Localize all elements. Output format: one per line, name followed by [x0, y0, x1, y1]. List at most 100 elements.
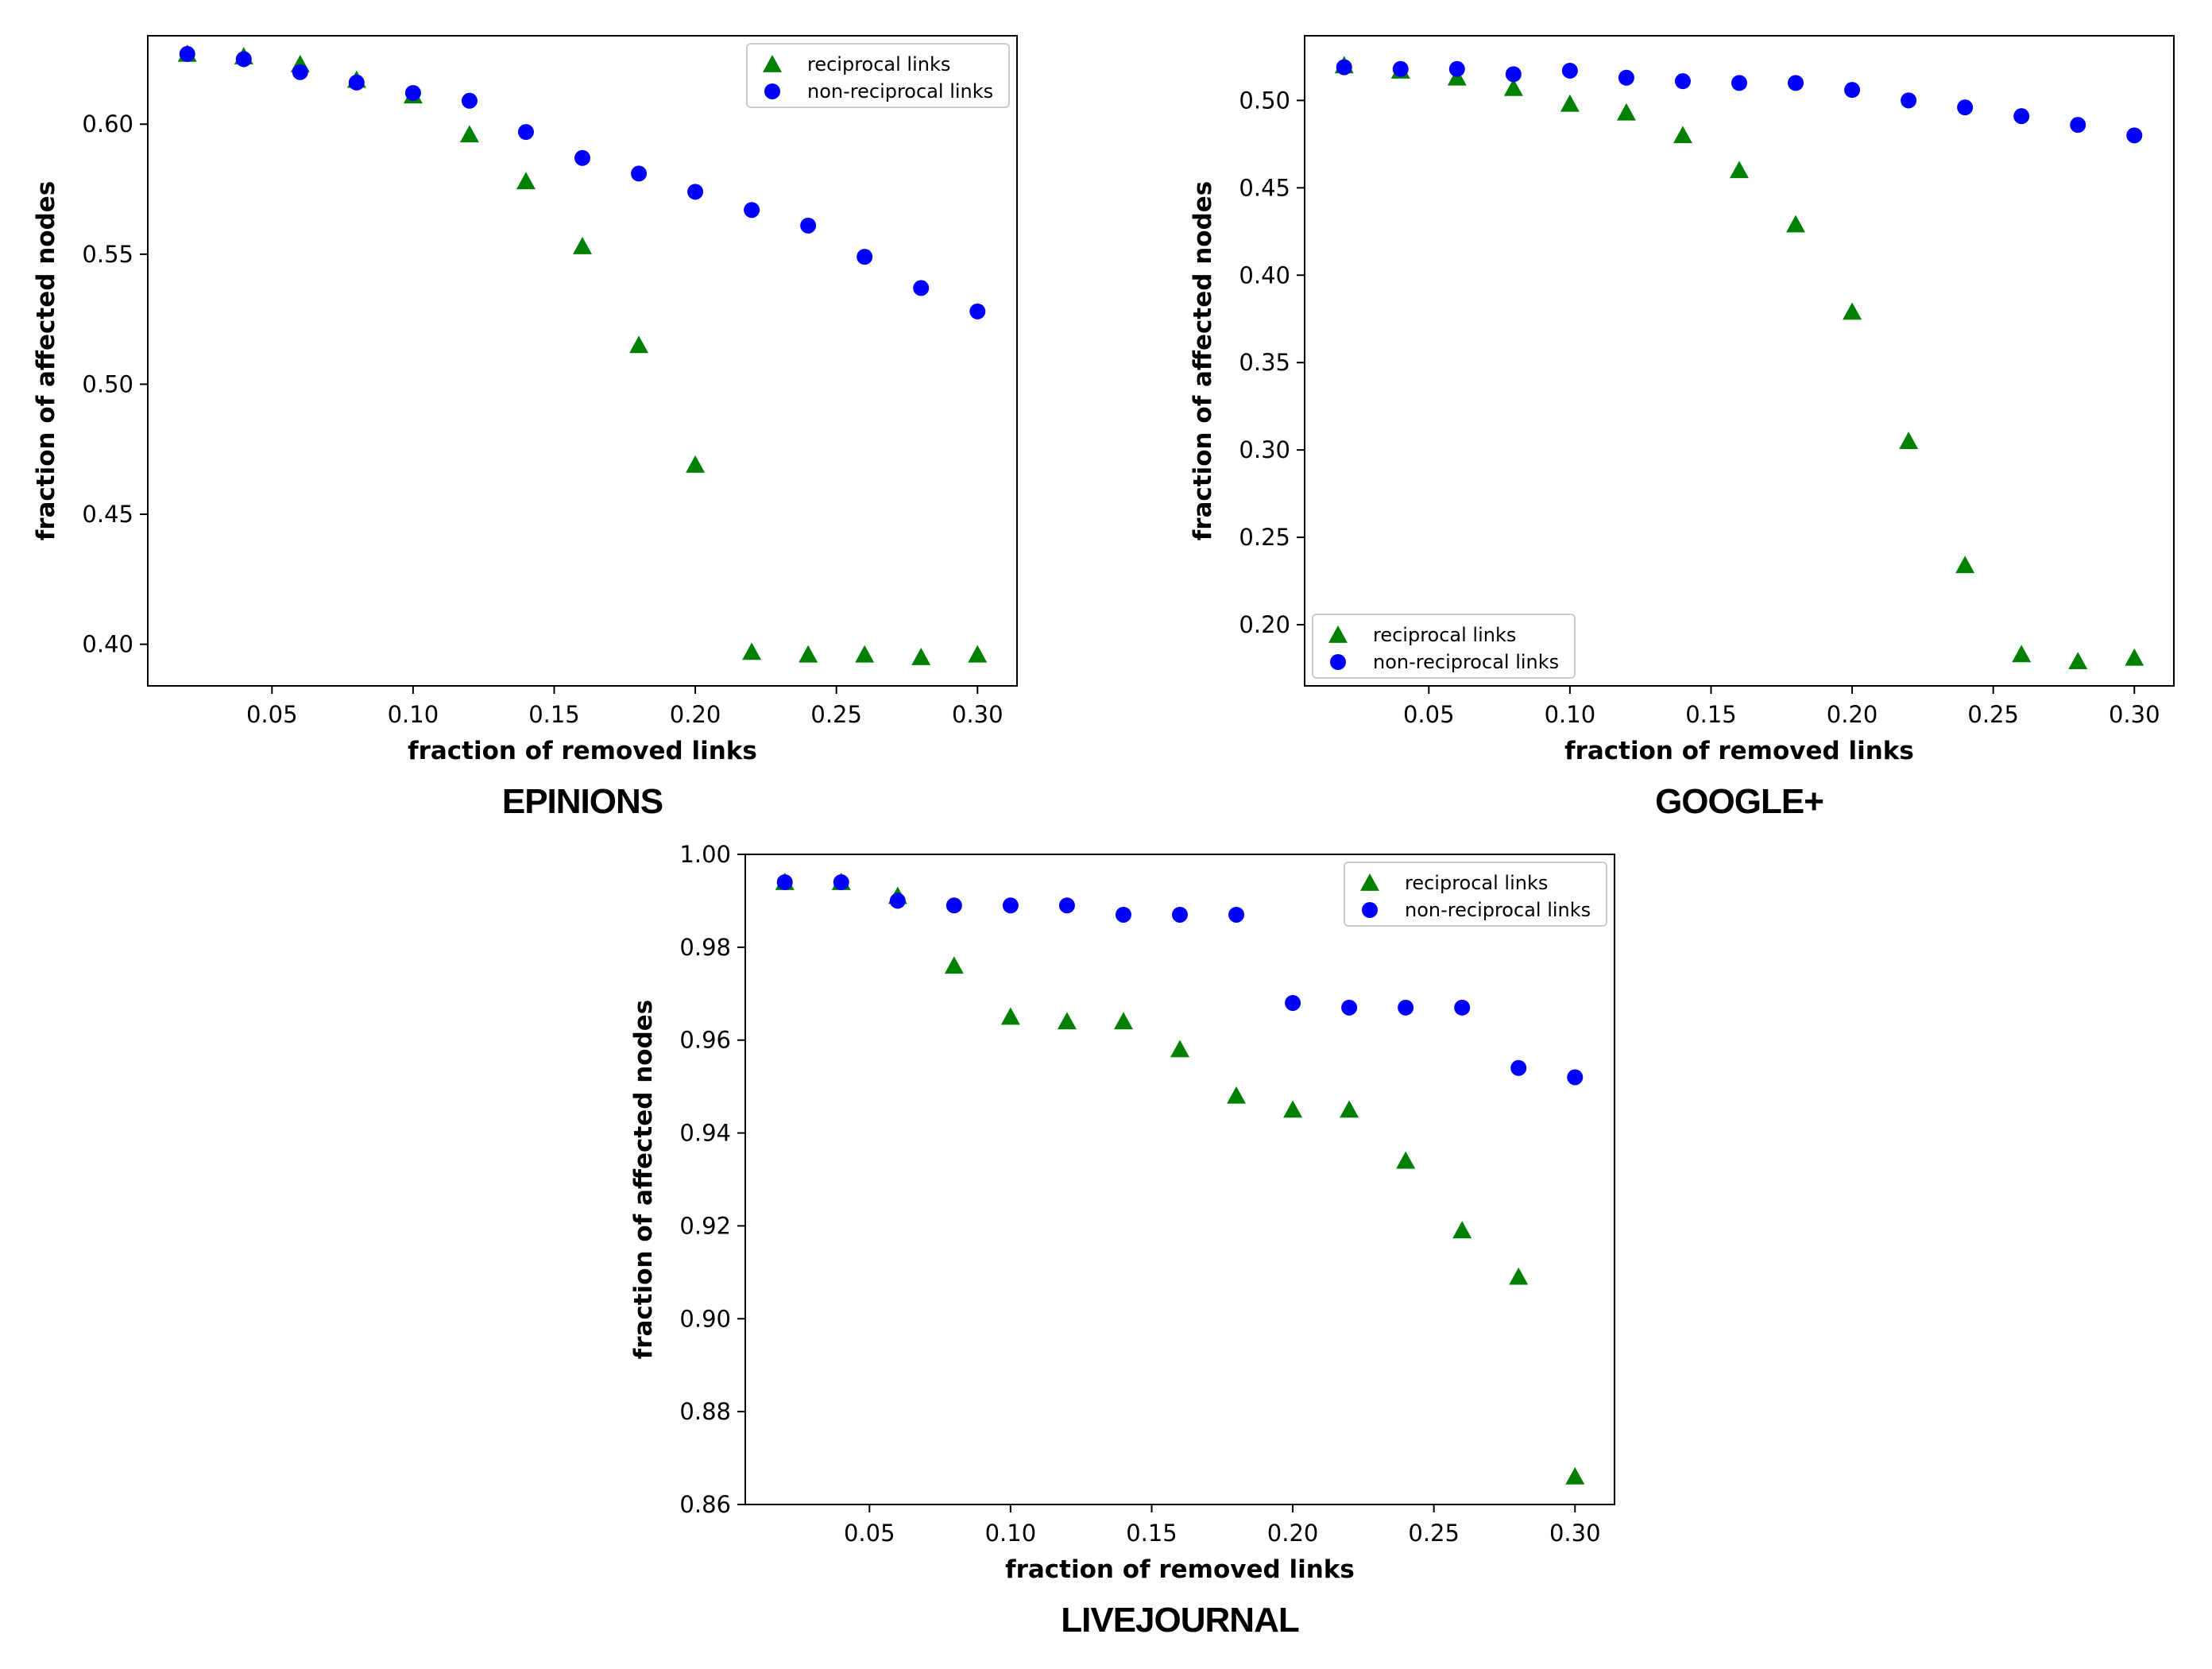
reciprocal-point: [1227, 1086, 1247, 1104]
reciprocal-point: [1899, 432, 1919, 449]
reciprocal-point: [1170, 1040, 1189, 1058]
y-tick-label: 0.45: [1239, 174, 1290, 201]
non-reciprocal-point: [1172, 906, 1188, 923]
y-tick-label: 0.45: [82, 501, 133, 528]
non-reciprocal-point: [1510, 1059, 1527, 1076]
x-tick-label: 0.10: [1545, 701, 1596, 728]
x-tick-label: 0.05: [844, 1520, 895, 1547]
reciprocal-point: [1283, 1100, 1303, 1118]
reciprocal-point: [799, 645, 818, 663]
x-tick-label: 0.15: [1685, 701, 1737, 728]
reciprocal-point: [2068, 652, 2088, 670]
x-tick-label: 0.30: [952, 701, 1004, 728]
x-tick-label: 0.10: [985, 1520, 1037, 1547]
non-reciprocal-point: [517, 124, 534, 141]
y-tick-label: 0.88: [679, 1398, 731, 1425]
y-tick-label: 0.35: [1239, 349, 1290, 376]
y-tick-label: 0.20: [1239, 611, 1290, 638]
reciprocal-point: [855, 645, 875, 663]
non-reciprocal-point: [1336, 59, 1352, 76]
chart-panel-epinions: 0.05 0.10 0.15 0.20 0.25 0.30 0.40 0.45 0.50 0.55…: [32, 35, 1018, 821]
reciprocal-point: [459, 125, 479, 143]
legend-box: [1344, 862, 1607, 927]
non-reciprocal-point: [913, 280, 930, 296]
x-tick-label: 0.20: [670, 701, 721, 728]
reciprocal-point: [1452, 1221, 1472, 1239]
chart-panel-livejournal: 0.05 0.10 0.15 0.20 0.25 0.30 0.86 0.88 0.90 0.92…: [629, 841, 1615, 1640]
legend: reciprocal links non-reciprocal links: [1312, 614, 1576, 679]
non-reciprocal-point: [1561, 62, 1578, 79]
non-reciprocal-point: [946, 897, 962, 914]
panel-title: LIVEJOURNAL: [1061, 1601, 1299, 1640]
non-reciprocal-point: [857, 249, 873, 265]
reciprocal-point: [944, 956, 964, 974]
x-tick-label: 0.20: [1267, 1520, 1319, 1547]
y-tick-label: 1.00: [679, 841, 731, 868]
legend-label: non-reciprocal links: [1373, 651, 1559, 673]
non-reciprocal-point: [969, 303, 986, 319]
y-axis-label: fraction of affected nodes: [32, 181, 60, 541]
reciprocal-point: [1113, 1012, 1133, 1030]
non-reciprocal-point: [1731, 75, 1747, 91]
reciprocal-point: [1565, 1466, 1585, 1485]
legend-circle-icon: [1362, 902, 1378, 918]
legend: reciprocal links non-reciprocal links: [746, 43, 1010, 108]
legend-label: non-reciprocal links: [807, 80, 993, 103]
non-reciprocal-point: [1228, 906, 1245, 923]
reciprocal-point: [911, 648, 931, 665]
x-tick-label: 0.05: [246, 701, 298, 728]
y-tick-label: 0.96: [679, 1027, 731, 1054]
non-reciprocal-point: [1844, 82, 1861, 99]
legend-box: [746, 43, 1010, 108]
x-tick-label: 0.15: [528, 701, 580, 728]
non-reciprocal-point: [292, 64, 308, 80]
reciprocal-point: [1786, 215, 1806, 233]
non-reciprocal-point: [1058, 897, 1075, 914]
x-tick-label: 0.25: [810, 701, 862, 728]
legend-label: reciprocal links: [1373, 624, 1516, 646]
reciprocal-point: [1560, 94, 1580, 112]
reciprocal-point: [1843, 302, 1862, 320]
y-tick-label: 0.92: [679, 1212, 731, 1239]
plot-frame: [147, 35, 1018, 687]
reciprocal-point: [1503, 78, 1523, 96]
non-reciprocal-point: [461, 92, 478, 109]
y-tick-label: 0.50: [82, 370, 133, 397]
reciprocal-point: [1340, 1100, 1359, 1118]
plot-frame: [744, 854, 1615, 1505]
non-reciprocal-point: [1392, 60, 1409, 77]
y-tick-label: 0.40: [82, 631, 133, 658]
reciprocal-point: [1616, 103, 1636, 121]
non-reciprocal-point: [1448, 60, 1465, 77]
legend-box: [1312, 614, 1576, 679]
reciprocal-point: [1000, 1007, 1020, 1025]
reciprocal-point: [1673, 126, 1692, 144]
y-tick-label: 0.86: [679, 1491, 731, 1518]
non-reciprocal-point: [687, 184, 704, 200]
chart-panel-googleplus: 0.05 0.10 0.15 0.20 0.25 0.30 0.20 0.25 0.30 0.35…: [1189, 35, 2175, 821]
panel-title: EPINIONS: [502, 782, 663, 821]
y-tick-label: 0.30: [1239, 436, 1290, 463]
reciprocal-point: [516, 172, 536, 190]
series-non-reciprocal-links: [1336, 59, 2143, 144]
reciprocal-point: [742, 642, 762, 660]
y-tick-label: 0.98: [679, 934, 731, 961]
non-reciprocal-point: [179, 45, 195, 62]
panel-title: GOOGLE+: [1655, 782, 1823, 821]
reciprocal-point: [2012, 645, 2032, 663]
non-reciprocal-point: [2013, 108, 2030, 125]
x-axis-label: fraction of removed links: [1564, 737, 1914, 765]
reciprocal-point: [686, 455, 706, 473]
x-tick-label: 0.25: [1408, 1520, 1460, 1547]
non-reciprocal-point: [1505, 66, 1522, 83]
series-non-reciprocal-links: [776, 874, 1584, 1086]
reciprocal-point: [1057, 1012, 1077, 1030]
legend-label: reciprocal links: [807, 53, 950, 76]
y-tick-label: 0.60: [82, 110, 133, 137]
plot-frame: [1304, 35, 2175, 687]
y-tick-label: 0.50: [1239, 87, 1290, 114]
y-tick-label: 0.90: [679, 1305, 731, 1332]
reciprocal-point: [1730, 161, 1749, 179]
non-reciprocal-point: [1901, 92, 1917, 109]
x-tick-label: 0.10: [388, 701, 439, 728]
